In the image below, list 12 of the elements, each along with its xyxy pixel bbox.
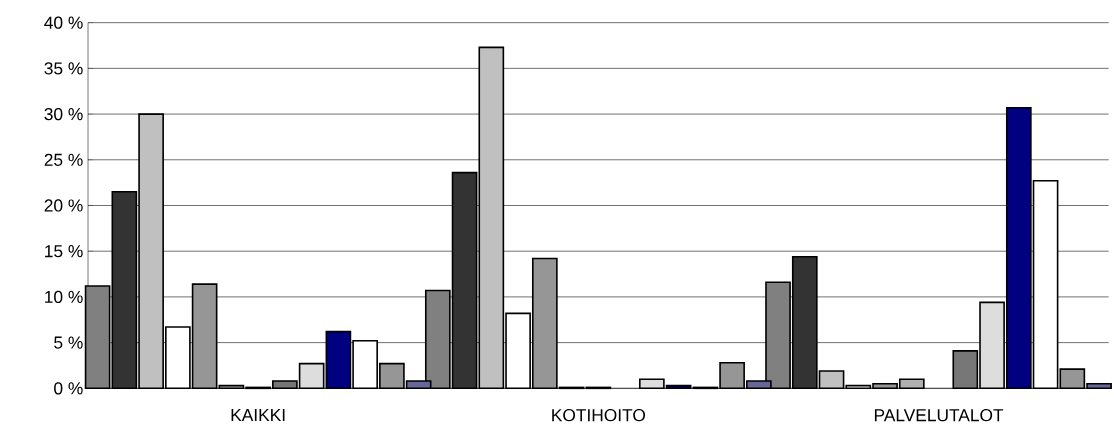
y-tick-label: 10 %: [45, 290, 83, 304]
x-tick-label: PALVELUTALOT: [874, 409, 1004, 422]
x-tick-label: KAIKKI: [231, 409, 285, 421]
y-tick-label: 25 %: [44, 153, 83, 166]
y-tick-label: 20 %: [44, 199, 83, 212]
y-tick-label: 30 %: [44, 107, 83, 121]
y-tick-label: 15 %: [45, 245, 83, 258]
y-tick-label: 35 %: [44, 62, 83, 75]
y-tick-label: 5 %: [54, 336, 83, 349]
x-tick-label: KOTIHOITO: [552, 409, 646, 422]
y-tick-label: 0 %: [54, 382, 83, 395]
y-tick-label: 40 %: [44, 16, 83, 29]
